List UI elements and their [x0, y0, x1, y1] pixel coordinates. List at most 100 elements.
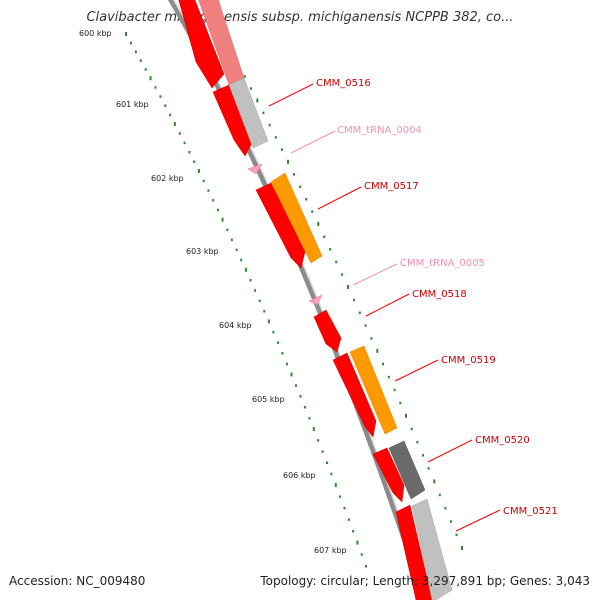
gene-label: CMM_0519 [441, 355, 496, 366]
gene-label: CMM_tRNA_0005 [400, 258, 485, 269]
tick-mark [376, 348, 379, 353]
feature-block [228, 77, 269, 149]
tick-mark [188, 151, 191, 154]
tick-mark [178, 132, 181, 135]
gene-label: CMM_0518 [412, 289, 467, 300]
feature-block [349, 345, 398, 435]
tick-ring [125, 32, 463, 568]
tick-mark [393, 388, 396, 392]
tick-mark [280, 148, 283, 151]
tick-mark [207, 189, 210, 192]
cds-arrow [313, 309, 342, 353]
tick-mark [230, 238, 233, 242]
kbp-label: 600 kbp [79, 29, 112, 38]
kbp-axis: 600 kbp 601 kbp 602 kbp 603 kbp 604 kbp … [79, 29, 347, 555]
tick-mark [335, 260, 338, 264]
cds-arrow [372, 447, 405, 503]
tick-mark [312, 427, 315, 431]
kbp-label: 607 kbp [314, 546, 347, 555]
leader-line [427, 439, 473, 463]
tick-mark [286, 362, 288, 366]
cds-arrow [178, 0, 225, 89]
tick-mark [125, 32, 127, 36]
tick-mark [134, 50, 137, 53]
tick-mark [290, 372, 293, 377]
tick-mark [303, 406, 306, 409]
leader-line [268, 83, 314, 107]
tick-mark [317, 221, 320, 226]
gene-label: CMM_0521 [503, 506, 558, 517]
tick-mark [243, 75, 246, 78]
tick-mark [356, 540, 359, 545]
kbp-label: 601 kbp [116, 100, 149, 109]
kbp-label: 603 kbp [186, 247, 219, 256]
tick-mark [455, 533, 458, 537]
tick-mark [169, 113, 172, 117]
leader-line [352, 263, 398, 286]
tick-mark [370, 337, 373, 340]
tick-mark [330, 472, 333, 476]
tick-mark [317, 439, 320, 442]
tick-mark [212, 199, 215, 202]
tick-mark [343, 506, 346, 510]
tick-mark [221, 217, 224, 222]
reverse-strand-features [178, 0, 433, 600]
trna-marker [247, 163, 263, 175]
tick-mark [365, 565, 367, 568]
tick-mark [154, 86, 157, 89]
gene-label: CMM_0516 [316, 78, 371, 89]
kbp-label: 605 kbp [252, 395, 285, 404]
tick-mark [405, 413, 407, 418]
tick-mark [249, 279, 252, 282]
tick-mark [164, 104, 167, 107]
feature-block [270, 172, 323, 264]
genome-summary-text: Topology: circular; Length: 3,297,891 bp… [260, 574, 590, 588]
tick-mark [358, 311, 361, 314]
cds-arrow [395, 504, 433, 600]
tick-mark [287, 159, 289, 164]
tick-mark [244, 267, 247, 272]
tick-mark [216, 208, 219, 212]
leader-line [290, 130, 336, 154]
tick-mark [382, 362, 384, 366]
gene-label: CMM_0520 [475, 435, 530, 446]
kbp-label: 602 kbp [151, 174, 184, 183]
backbone-ring [167, 0, 428, 600]
kbp-label: 606 kbp [283, 471, 316, 480]
tick-mark [352, 530, 355, 533]
feature-labels: CMM_0516 CMM_tRNA_0004 CMM_0517 CMM_tRNA… [268, 78, 558, 532]
tick-mark [250, 87, 252, 90]
tick-mark [277, 341, 279, 344]
leader-line [455, 509, 501, 532]
trna-marker [308, 294, 323, 306]
tick-mark [183, 141, 186, 145]
tick-mark [159, 95, 162, 98]
tick-mark [272, 330, 275, 334]
tick-mark [321, 450, 324, 453]
tick-mark [450, 520, 452, 523]
tick-mark [433, 479, 436, 484]
tick-mark [422, 454, 424, 457]
tick-mark [256, 98, 259, 103]
tick-mark [193, 160, 196, 163]
cds-arrow [212, 84, 253, 157]
tick-mark [339, 495, 342, 498]
cds-arrow [332, 352, 377, 438]
tick-mark [262, 111, 265, 115]
tick-mark [258, 299, 261, 303]
tick-mark [352, 298, 355, 302]
forward-strand-features [198, 0, 453, 600]
leader-line [317, 186, 362, 210]
leader-line [365, 293, 410, 317]
tick-mark [347, 518, 350, 521]
tick-mark [263, 310, 266, 313]
feature-block [388, 440, 426, 500]
tick-mark [334, 483, 337, 488]
tick-mark [341, 273, 344, 276]
feature-block [411, 498, 453, 600]
tick-mark [308, 417, 311, 420]
tick-mark [202, 179, 205, 183]
gene-label: CMM_tRNA_0004 [337, 125, 422, 136]
accession-text: Accession: NC_009480 [9, 574, 146, 588]
